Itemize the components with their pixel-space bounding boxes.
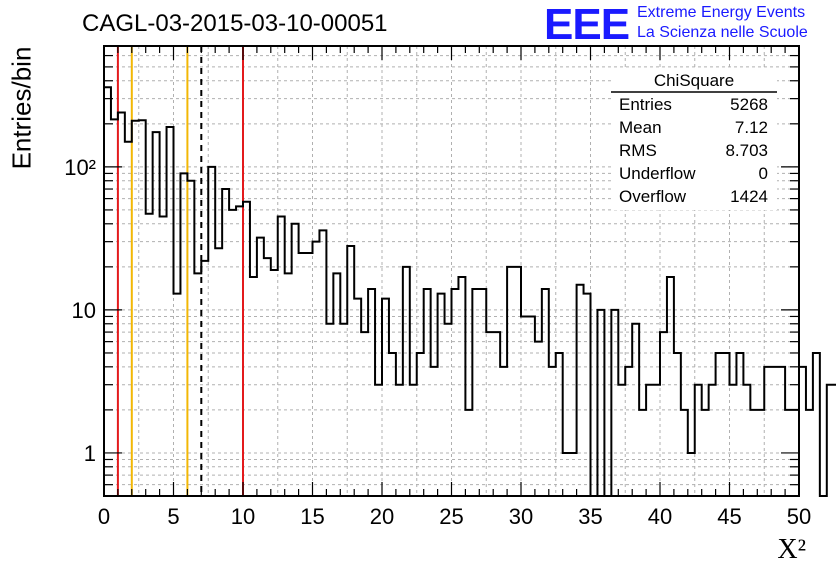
x-tick-label: 35 — [578, 504, 602, 529]
x-tick-label: 45 — [717, 504, 741, 529]
x-axis-label: X² — [777, 534, 806, 565]
stats-mean-label: Mean — [619, 118, 662, 137]
x-tick-label: 5 — [167, 504, 179, 529]
logo-line-1: Extreme Energy Events — [637, 4, 806, 21]
y-tick-label: 10 — [72, 298, 96, 323]
stats-rms-value: 8.703 — [725, 141, 768, 160]
stats-title: ChiSquare — [654, 71, 734, 90]
histogram-outline — [104, 86, 836, 497]
x-tick-label: 20 — [370, 504, 394, 529]
stats-overflow-label: Overflow — [619, 187, 687, 206]
stats-box: ChiSquare Entries 5268 Mean 7.12 RMS 8.7… — [611, 68, 777, 210]
x-tick-label: 50 — [787, 504, 811, 529]
stats-underflow-value: 0 — [759, 164, 768, 183]
stats-entries-label: Entries — [619, 95, 672, 114]
x-tick-label: 25 — [439, 504, 463, 529]
x-tick-label: 0 — [98, 504, 110, 529]
y-tick-labels: 1 10 10² — [64, 155, 96, 466]
y-axis-label: Entries/bin — [6, 46, 37, 170]
stats-underflow-label: Underflow — [619, 164, 696, 183]
y-tick-label: 1 — [84, 441, 96, 466]
x-tick-label: 10 — [231, 504, 255, 529]
stats-entries-value: 5268 — [730, 95, 768, 114]
stats-mean-value: 7.12 — [735, 118, 768, 137]
run-title: CAGL-03-2015-03-10-00051 — [82, 10, 388, 37]
x-tick-label: 15 — [300, 504, 324, 529]
axis-ticks — [103, 45, 800, 497]
x-tick-label: 30 — [509, 504, 533, 529]
logo-line-2: La Scienza nelle Scuole — [637, 24, 808, 41]
stats-overflow-value: 1424 — [730, 187, 768, 206]
x-tick-label: 40 — [648, 504, 672, 529]
stats-rms-label: RMS — [619, 141, 657, 160]
eee-logo: EEE — [544, 0, 630, 49]
y-tick-label: 10² — [64, 155, 96, 180]
x-tick-labels: 0 5 10 15 20 25 30 35 40 45 50 — [98, 504, 811, 529]
